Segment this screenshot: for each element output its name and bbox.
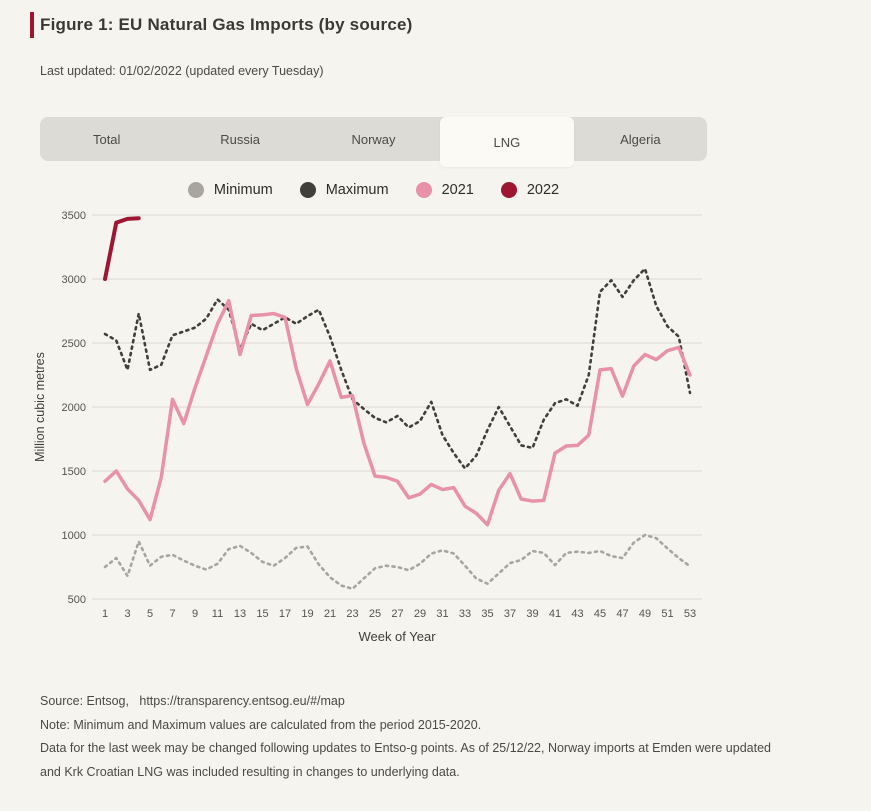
legend-item-2021: 2021 xyxy=(415,182,474,198)
source-line: Source: Entsog, https://transparency.ent… xyxy=(40,690,871,714)
legend-item-maximum: Maximum xyxy=(299,182,389,198)
x-tick-label: 35 xyxy=(481,608,493,620)
tab-total[interactable]: Total xyxy=(92,131,121,147)
legend-dot-2022 xyxy=(500,182,517,198)
tab-russia[interactable]: Russia xyxy=(220,131,260,147)
data-change-line-1: Data for the last week may be changed fo… xyxy=(40,741,771,755)
x-tick-label: 11 xyxy=(212,608,223,620)
x-tick-label: 19 xyxy=(301,608,313,620)
y-tick-label: 2000 xyxy=(62,402,86,414)
x-tick-label: 47 xyxy=(616,608,628,620)
x-tick-label: 45 xyxy=(594,608,606,620)
x-tick-label: 39 xyxy=(526,608,538,620)
page-title: Figure 1: EU Natural Gas Imports (by sou… xyxy=(40,15,413,34)
legend-dot-2021 xyxy=(415,182,432,198)
y-tick-label: 500 xyxy=(68,594,86,606)
tab-lng[interactable]: LNG xyxy=(440,117,574,167)
y-axis-title: Million cubic metres xyxy=(33,352,47,462)
legend-item-2022: 2022 xyxy=(500,182,560,198)
x-axis-title: Week of Year xyxy=(358,629,436,644)
y-tick-label: 1500 xyxy=(62,466,86,478)
x-tick-label: 17 xyxy=(279,608,291,620)
x-tick-label: 23 xyxy=(346,608,358,620)
figure-title-row: Figure 1: EU Natural Gas Imports (by sou… xyxy=(30,12,871,38)
x-tick-label: 21 xyxy=(324,608,336,620)
chart-legend: Minimum Maximum 2021 2022 xyxy=(40,182,707,198)
x-tick-label: 53 xyxy=(684,608,696,620)
x-tick-label: 51 xyxy=(661,608,673,620)
x-tick-label: 31 xyxy=(436,608,448,620)
legend-label: Minimum xyxy=(213,182,273,198)
x-tick-label: 25 xyxy=(369,608,381,620)
tab-norway[interactable]: Norway xyxy=(351,131,396,147)
legend-label: 2022 xyxy=(526,182,560,198)
source-prefix: Source: Entsog, xyxy=(40,694,129,708)
source-tabbar: Total Russia Norway LNG Algeria xyxy=(40,117,707,167)
x-tick-label: 9 xyxy=(192,608,198,620)
x-tick-label: 13 xyxy=(234,608,246,620)
footer-notes: Source: Entsog, https://transparency.ent… xyxy=(40,690,871,784)
series-line-2021 xyxy=(103,299,692,527)
y-tick-label: 1000 xyxy=(62,530,86,542)
tab-algeria[interactable]: Algeria xyxy=(620,131,661,147)
legend-dot-maximum xyxy=(299,182,316,198)
legend-label: Maximum xyxy=(325,182,389,198)
x-tick-label: 49 xyxy=(639,608,651,620)
y-tick-label: 2500 xyxy=(62,338,86,350)
last-updated-text: Last updated: 01/02/2022 (updated every … xyxy=(40,64,324,78)
x-tick-label: 3 xyxy=(124,608,130,620)
x-tick-label: 43 xyxy=(571,608,583,620)
legend-dot-minimum xyxy=(187,182,204,198)
legend-item-minimum: Minimum xyxy=(187,182,273,198)
series-line-2022 xyxy=(103,216,141,281)
x-tick-label: 5 xyxy=(147,608,153,620)
x-tick-label: 15 xyxy=(256,608,268,620)
y-tick-label: 3500 xyxy=(62,210,86,222)
x-tick-label: 7 xyxy=(169,608,175,620)
data-change-line-2: and Krk Croatian LNG was included result… xyxy=(40,764,460,779)
x-tick-label: 27 xyxy=(391,608,403,620)
y-tick-label: 3000 xyxy=(62,274,86,286)
page: Figure 1: EU Natural Gas Imports (by sou… xyxy=(30,12,871,784)
chart-area: 500 1000 1500 2000 2500 3000 3500 1 3 5 7 9 11 13 15 17… xyxy=(30,203,871,656)
x-tick-label: 33 xyxy=(459,608,471,620)
x-tick-label: 29 xyxy=(414,608,426,620)
x-tick-label: 41 xyxy=(549,608,561,620)
x-tick-label: 37 xyxy=(504,608,516,620)
legend-label: 2021 xyxy=(441,182,474,198)
x-tick-label: 1 xyxy=(102,608,108,620)
source-url-link[interactable]: https://transparency.entsog.eu/#/map xyxy=(139,694,345,708)
title-accent-bar xyxy=(30,12,34,38)
series-line-maximum xyxy=(103,267,692,470)
note-line: Note: Minimum and Maximum values are cal… xyxy=(40,717,482,732)
series-line-minimum xyxy=(103,533,692,591)
